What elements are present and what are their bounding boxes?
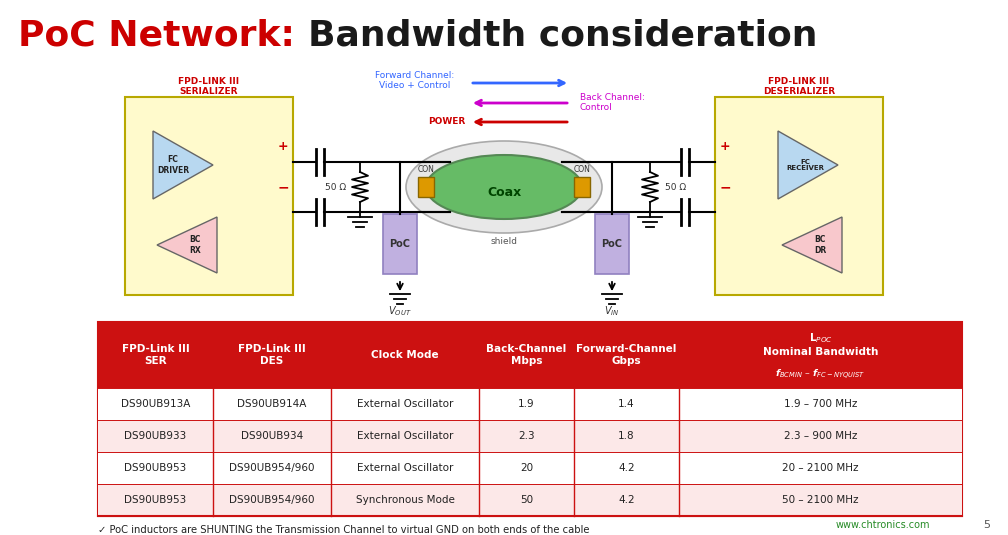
Text: $V_{IN}$: $V_{IN}$ [604,304,620,318]
Polygon shape [153,131,213,199]
Text: Forward Channel:: Forward Channel: [375,72,455,80]
Text: PoC: PoC [389,239,410,249]
Text: External Oscillator: External Oscillator [357,399,454,409]
Text: Synchronous Mode: Synchronous Mode [356,495,455,505]
Text: PoC: PoC [602,239,623,249]
Text: Back-Channel
Mbps: Back-Channel Mbps [487,344,566,366]
Bar [98,420,962,452]
Text: −: − [719,180,731,194]
Text: DS90UB953: DS90UB953 [124,495,186,505]
Bar [715,97,883,295]
Text: www.chtronics.com: www.chtronics.com [836,520,930,530]
Text: +: + [720,141,731,154]
Bar [98,322,962,388]
Text: +: + [277,141,288,154]
Polygon shape [157,217,217,273]
Bar [383,214,417,274]
Text: DESERIALIZER: DESERIALIZER [763,87,835,96]
Text: shield: shield [491,236,517,246]
Text: DS90UB913A: DS90UB913A [121,399,191,409]
Text: CON: CON [574,164,591,173]
Text: SERIALIZER: SERIALIZER [179,87,238,96]
Text: 50 Ω: 50 Ω [665,182,686,192]
Text: Forward-Channel
Gbps: Forward-Channel Gbps [577,344,676,366]
Text: 50 Ω: 50 Ω [326,182,347,192]
Text: 5: 5 [983,520,990,530]
Text: DS90UB914A: DS90UB914A [237,399,306,409]
Text: 2.3 – 900 MHz: 2.3 – 900 MHz [784,431,857,441]
Bar [595,214,629,274]
Text: f$_{BCMIN}$ – f$_{FC-NYQUIST}$: f$_{BCMIN}$ – f$_{FC-NYQUIST}$ [775,367,866,381]
Ellipse shape [426,155,582,219]
Text: 20 – 2100 MHz: 20 – 2100 MHz [782,463,859,473]
Text: L$_{POC}$
Nominal Bandwidth: L$_{POC}$ Nominal Bandwidth [763,331,878,357]
Text: DS90UB954/960: DS90UB954/960 [229,495,314,505]
Text: FPD-Link III
DES: FPD-Link III DES [238,344,305,366]
Text: External Oscillator: External Oscillator [357,431,454,441]
Text: FC
RECEIVER: FC RECEIVER [786,158,824,172]
Bar [98,322,962,516]
Text: Coax: Coax [487,187,521,200]
Text: Video + Control: Video + Control [379,81,451,90]
Text: $V_{OUT}$: $V_{OUT}$ [388,304,412,318]
Text: External Oscillator: External Oscillator [357,463,454,473]
Text: 1.9: 1.9 [518,399,535,409]
Text: Bandwidth consideration: Bandwidth consideration [307,19,817,53]
Text: FPD-LINK III: FPD-LINK III [768,78,830,87]
Text: 2.3: 2.3 [518,431,535,441]
Text: BC
DR: BC DR [813,235,827,255]
Text: 50: 50 [520,495,533,505]
Text: BC
RX: BC RX [190,235,201,255]
Text: DS90UB954/960: DS90UB954/960 [229,463,314,473]
Text: DS90UB933: DS90UB933 [124,431,186,441]
Text: 4.2: 4.2 [618,495,635,505]
Text: 1.8: 1.8 [618,431,635,441]
Text: FPD-Link III
SER: FPD-Link III SER [122,344,190,366]
Bar [418,177,434,197]
Text: Clock Mode: Clock Mode [371,350,438,360]
Ellipse shape [406,141,602,233]
Bar [98,452,962,484]
Text: 1.9 – 700 MHz: 1.9 – 700 MHz [784,399,857,409]
Text: POWER: POWER [427,118,465,126]
Text: FC
DRIVER: FC DRIVER [157,155,190,175]
Text: DS90UB953: DS90UB953 [124,463,186,473]
Text: 20: 20 [520,463,533,473]
Polygon shape [782,217,842,273]
Text: ✓ PoC inductors are SHUNTING the Transmission Channel to virtual GND on both end: ✓ PoC inductors are SHUNTING the Transmi… [98,525,590,535]
Bar [98,388,962,420]
Bar [125,97,293,295]
Polygon shape [778,131,838,199]
Text: CON: CON [417,164,434,173]
Text: PoC Network:: PoC Network: [18,19,307,53]
Text: Control: Control [580,103,613,111]
Text: −: − [277,180,289,194]
Text: FPD-LINK III: FPD-LINK III [178,78,240,87]
Text: DS90UB934: DS90UB934 [241,431,303,441]
Text: Back Channel:: Back Channel: [580,93,645,102]
Bar [98,484,962,516]
Text: 1.4: 1.4 [618,399,635,409]
Text: 4.2: 4.2 [618,463,635,473]
Text: 50 – 2100 MHz: 50 – 2100 MHz [782,495,859,505]
Bar [574,177,590,197]
